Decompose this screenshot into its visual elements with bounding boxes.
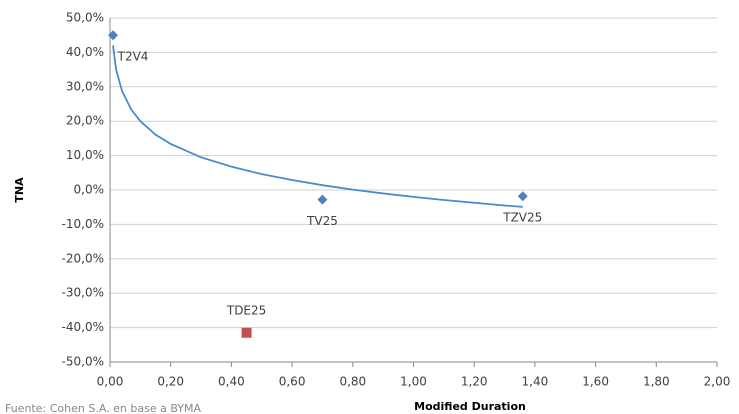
x-tick-label: 0,20 [157, 375, 184, 389]
x-tick-label: 2,00 [704, 375, 731, 389]
x-tick-label: 1,20 [461, 375, 488, 389]
y-tick-label: 50,0% [66, 11, 104, 25]
y-tick-label: 40,0% [66, 45, 104, 59]
point [108, 30, 119, 41]
x-tick-label: 1,80 [643, 375, 670, 389]
point-label: T2V4 [117, 50, 149, 64]
x-axis-title: Modified Duration [414, 400, 526, 413]
x-tick-label: 1,60 [582, 375, 609, 389]
x-tick-label: 1,00 [400, 375, 427, 389]
y-tick-label: 10,0% [66, 148, 104, 162]
point [517, 191, 528, 202]
x-tick-label: 0,40 [218, 375, 245, 389]
y-tick-label: 20,0% [66, 114, 104, 128]
y-tick-label: -20,0% [62, 251, 104, 265]
x-tick-label: 0,80 [339, 375, 366, 389]
x-tick-label: 1,40 [522, 375, 549, 389]
source-note: Fuente: Cohen S.A. en base a BYMA [5, 402, 201, 414]
trendline [112, 45, 523, 208]
point-label: TZV25 [502, 211, 542, 225]
point [317, 194, 328, 205]
x-tick-label: 0,00 [97, 375, 124, 389]
y-tick-label: -10,0% [62, 217, 104, 231]
y-tick-label: -50,0% [62, 355, 104, 369]
point-label: TDE25 [226, 303, 266, 317]
point-label: TV25 [306, 214, 338, 228]
y-axis-title: TNA [13, 177, 26, 203]
x-tick-label: 0,60 [279, 375, 306, 389]
point [241, 327, 252, 338]
y-tick-label: -40,0% [62, 320, 104, 334]
y-tick-label: 30,0% [66, 79, 104, 93]
y-tick-label: -30,0% [62, 286, 104, 300]
y-tick-label: 0,0% [74, 183, 105, 197]
